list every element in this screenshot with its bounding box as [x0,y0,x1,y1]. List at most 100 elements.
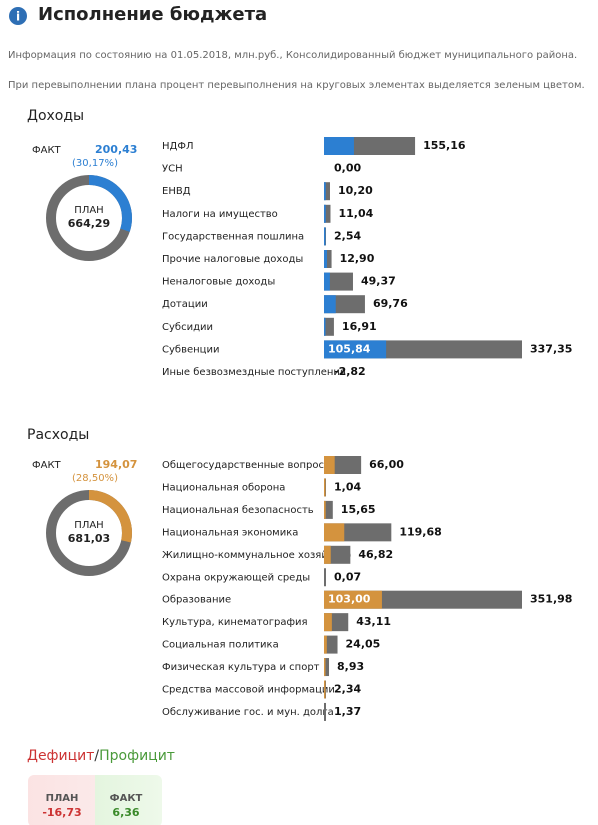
fact-bar [324,456,335,474]
row-name: Субсидии [162,322,213,333]
fact-percent: (28,50%) [72,473,118,484]
fact-bar-label: 103,00 [328,593,371,606]
fact-bar [324,340,387,359]
row-name: Социальная политика [162,640,279,651]
plan-bar [324,702,326,721]
fact-label: ФАКТ [32,460,62,471]
row-name: Физическая культура и спорт [162,662,320,673]
plan-label: ПЛАН [74,520,103,531]
fact-bar [324,137,354,155]
plan-bar-label: 8,93 [337,660,364,673]
row-name: Национальная безопасность [162,505,314,516]
fact-bar [324,635,327,654]
fact-bar-label: 105,84 [328,342,371,355]
balance-fact: 6,36 [112,806,139,819]
plan-bar [324,250,332,268]
plan-bar-label: 16,91 [342,320,377,333]
row-name: Государственная пошлина [162,231,304,242]
balance-box [28,775,162,825]
plan-bar-label: 49,37 [361,275,396,288]
plan-bar-label: 24,05 [346,638,381,651]
plan-value: 681,03 [68,532,110,545]
plan-bar-label: -2,82 [334,365,366,378]
page-title: Исполнение бюджета [38,4,267,25]
plan-bar-label: 337,35 [530,342,572,355]
plan-bar-label: 2,54 [334,229,361,242]
row-name: НДФЛ [162,141,193,152]
plan-bar-label: 119,68 [399,525,441,538]
info-text: Информация по состоянию на 01.05.2018, м… [8,50,577,61]
row-name: Иные безвозмездные поступления [162,367,346,378]
plan-bar-label: 0,00 [334,162,361,175]
plan-bar [324,658,330,677]
row-name: Национальная оборона [162,482,285,493]
row-name: Неналоговые доходы [162,277,275,288]
row-name: ЕНВД [162,186,191,197]
plan-bar-label: 66,00 [369,458,404,471]
fact-bar [324,680,326,699]
fact-bar [324,590,382,609]
donut-fact [46,490,132,576]
plan-bar-label: 43,11 [356,615,391,628]
plan-bar [324,317,334,336]
fact-label: ФАКТ [32,145,62,156]
fact-percent: (30,17%) [72,158,118,169]
balance-plan: -16,73 [42,806,81,819]
plan-bar-label: 351,98 [530,593,572,606]
info-icon [9,7,27,25]
plan-label: ПЛАН [74,205,103,216]
fact-bar [324,204,326,223]
row-name: Прочие налоговые доходы [162,254,303,265]
section-title: Расходы [27,427,89,443]
balance-fact-label: ФАКТ [110,793,143,804]
fact-bar [324,317,326,336]
row-name: Охрана окружающей среды [162,572,310,583]
fact-value: 194,07 [95,458,137,471]
row-name: Национальная экономика [162,527,298,538]
plan-bar-label: 12,90 [340,252,375,265]
fact-bar [324,613,332,632]
plan-bar [324,182,330,201]
row-name: Дотации [162,299,208,310]
row-name: Средства массовой информации [162,685,335,696]
row-name: Образование [162,595,231,606]
plan-bar-label: 2,34 [334,683,361,696]
fact-bar [324,523,345,542]
plan-value: 664,29 [68,217,110,230]
fact-bar [324,250,327,268]
note-text: При перевыполнении плана процент перевып… [8,80,585,91]
plan-bar [324,635,338,654]
fact-bar [324,500,326,519]
plan-bar [324,500,333,519]
row-name: УСН [162,164,183,175]
fact-bar [324,272,330,291]
plan-bar-label: 10,20 [338,184,373,197]
plan-bar [324,568,326,587]
section-title: Доходы [27,108,84,124]
fact-bar [324,182,326,201]
plan-bar-label: 0,07 [334,570,361,583]
plan-bar-label: 15,65 [341,503,376,516]
balance-title: Дефицит/Профицит [27,748,175,764]
balance-plan-label: ПЛАН [46,793,79,804]
plan-bar-label: 1,37 [334,705,361,718]
plan-bar [324,204,331,223]
plan-bar [324,272,353,291]
fact-bar [324,658,326,677]
fact-bar [324,545,331,564]
plan-bar-label: 69,76 [373,297,408,310]
info-icon-glyph: i [16,10,20,24]
row-name: Жилищно-коммунальное хозяйство [162,550,351,561]
donut-fact [46,175,132,261]
plan-bar-label: 46,82 [358,548,393,561]
fact-bar [324,478,326,497]
fact-value: 200,43 [95,143,137,156]
plan-bar-label: 1,04 [334,480,361,493]
fact-bar [324,295,336,314]
row-name: Налоги на имущество [162,209,278,220]
row-name: Культура, кинематография [162,617,308,628]
fact-bar [324,227,326,246]
row-name: Субвенции [162,344,219,355]
row-name: Общегосударственные вопросы [162,460,332,471]
